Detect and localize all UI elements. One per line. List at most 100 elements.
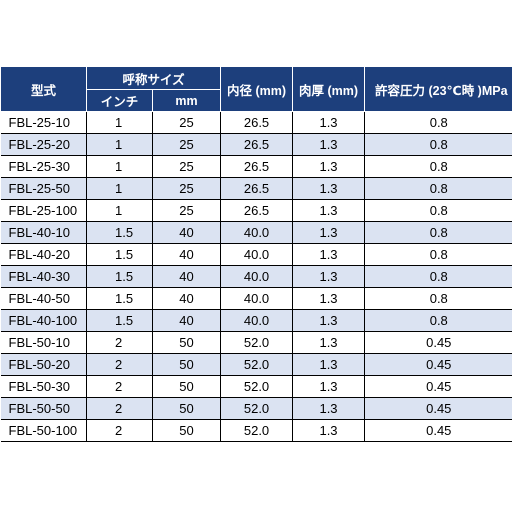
wall-thickness-cell: 1.3 [292, 331, 365, 354]
inch-cell: 1.5 [86, 243, 153, 266]
wall-thickness-cell: 1.3 [292, 177, 365, 200]
wall-thickness-cell: 1.3 [292, 221, 365, 244]
pressure-cell: 0.8 [364, 199, 512, 222]
table-row: FBL-25-10 1 25 26.5 1.3 0.8 [0, 111, 512, 134]
wall-thickness-cell: 1.3 [292, 375, 365, 398]
mm-cell: 40 [151, 265, 221, 288]
table-body: FBL-25-10 1 25 26.5 1.3 0.8 FBL-25-20 1 25 26.5 1.… [0, 111, 512, 442]
table-row: FBL-50-100 2 50 52.0 1.3 0.45 [0, 419, 512, 442]
table-row: FBL-50-20 2 50 52.0 1.3 0.45 [0, 353, 512, 376]
inch-cell: 1 [86, 111, 153, 134]
pressure-cell: 0.8 [364, 265, 512, 288]
pressure-cell: 0.8 [364, 155, 512, 178]
mm-cell: 25 [151, 133, 221, 156]
pressure-cell: 0.8 [364, 133, 512, 156]
mm-cell: 40 [151, 309, 221, 332]
inner-diameter-cell: 40.0 [220, 309, 293, 332]
mm-cell: 50 [151, 397, 221, 420]
table-row: FBL-50-10 2 50 52.0 1.3 0.45 [0, 331, 512, 354]
mm-cell: 50 [151, 353, 221, 376]
inch-cell: 1 [86, 155, 153, 178]
mm-cell: 40 [151, 287, 221, 310]
pressure-cell: 0.45 [364, 331, 512, 354]
mm-cell: 40 [151, 243, 221, 266]
wall-thickness-cell: 1.3 [292, 155, 365, 178]
inner-diameter-cell: 52.0 [220, 419, 293, 442]
model-cell: FBL-50-10 [0, 331, 87, 354]
model-cell: FBL-25-20 [0, 133, 87, 156]
table-row: FBL-25-50 1 25 26.5 1.3 0.8 [0, 177, 512, 200]
header-row-2: インチ mm [1, 89, 512, 112]
mm-cell: 25 [151, 177, 221, 200]
model-cell: FBL-25-50 [0, 177, 87, 200]
inch-header: インチ [86, 89, 153, 112]
table-row: FBL-40-10 1.5 40 40.0 1.3 0.8 [0, 221, 512, 244]
inch-cell: 2 [86, 419, 153, 442]
wall-thickness-cell: 1.3 [292, 353, 365, 376]
inner-diameter-cell: 40.0 [220, 265, 293, 288]
wall-thickness-cell: 1.3 [292, 419, 365, 442]
wall-thickness-header: 肉厚 (mm) [292, 66, 366, 112]
inch-cell: 2 [86, 375, 153, 398]
pressure-cell: 0.45 [364, 375, 512, 398]
pressure-cell: 0.8 [364, 111, 512, 134]
mm-cell: 50 [151, 419, 221, 442]
spec-table: 型式 呼称サイズ 内径 (mm) 肉厚 (mm) 許容圧力 (23℃時 )MPa… [0, 66, 512, 442]
inch-cell: 1 [86, 199, 153, 222]
mm-cell: 50 [151, 331, 221, 354]
inner-diameter-cell: 40.0 [220, 243, 293, 266]
model-cell: FBL-25-100 [0, 199, 87, 222]
wall-thickness-cell: 1.3 [292, 133, 365, 156]
mm-cell: 25 [151, 111, 221, 134]
inch-cell: 1.5 [86, 309, 153, 332]
pressure-cell: 0.8 [364, 243, 512, 266]
pressure-cell: 0.45 [364, 397, 512, 420]
inch-cell: 1 [86, 133, 153, 156]
inner-diameter-cell: 26.5 [220, 199, 293, 222]
inch-cell: 1.5 [86, 265, 153, 288]
inner-diameter-cell: 40.0 [220, 287, 293, 310]
model-cell: FBL-40-20 [0, 243, 87, 266]
table-row: FBL-50-30 2 50 52.0 1.3 0.45 [0, 375, 512, 398]
pressure-cell: 0.8 [364, 309, 512, 332]
wall-thickness-cell: 1.3 [292, 397, 365, 420]
pressure-cell: 0.45 [364, 419, 512, 442]
table-row: FBL-40-30 1.5 40 40.0 1.3 0.8 [0, 265, 512, 288]
inner-diameter-cell: 40.0 [220, 221, 293, 244]
wall-thickness-cell: 1.3 [292, 309, 365, 332]
inch-cell: 2 [86, 331, 153, 354]
mm-cell: 50 [151, 375, 221, 398]
table-header: 型式 呼称サイズ 内径 (mm) 肉厚 (mm) 許容圧力 (23℃時 )MPa… [0, 66, 512, 112]
wall-thickness-cell: 1.3 [292, 199, 365, 222]
model-cell: FBL-50-50 [0, 397, 87, 420]
model-cell: FBL-40-10 [0, 221, 87, 244]
mm-cell: 25 [151, 199, 221, 222]
model-header: 型式 [0, 66, 87, 112]
inner-diameter-cell: 52.0 [220, 353, 293, 376]
inner-diameter-header: 内径 (mm) [220, 66, 294, 112]
pressure-cell: 0.8 [364, 287, 512, 310]
nominal-size-header: 呼称サイズ [85, 66, 222, 90]
model-cell: FBL-25-30 [0, 155, 87, 178]
inch-cell: 1.5 [86, 287, 153, 310]
wall-thickness-cell: 1.3 [292, 111, 365, 134]
table-row: FBL-40-50 1.5 40 40.0 1.3 0.8 [0, 287, 512, 310]
model-cell: FBL-40-100 [0, 309, 87, 332]
inner-diameter-cell: 52.0 [220, 397, 293, 420]
model-cell: FBL-50-20 [0, 353, 87, 376]
inner-diameter-cell: 26.5 [220, 155, 293, 178]
inner-diameter-cell: 26.5 [220, 111, 293, 134]
table-row: FBL-25-100 1 25 26.5 1.3 0.8 [0, 199, 512, 222]
mm-cell: 25 [151, 155, 221, 178]
table-row: FBL-40-20 1.5 40 40.0 1.3 0.8 [0, 243, 512, 266]
model-cell: FBL-50-100 [0, 419, 87, 442]
table-row: FBL-40-100 1.5 40 40.0 1.3 0.8 [0, 309, 512, 332]
model-cell: FBL-40-30 [0, 265, 87, 288]
mm-cell: 40 [151, 221, 221, 244]
wall-thickness-cell: 1.3 [292, 265, 365, 288]
pressure-cell: 0.8 [364, 177, 512, 200]
model-cell: FBL-25-10 [0, 111, 87, 134]
inch-cell: 2 [86, 397, 153, 420]
table-row: FBL-25-20 1 25 26.5 1.3 0.8 [0, 133, 512, 156]
inch-cell: 1 [86, 177, 153, 200]
